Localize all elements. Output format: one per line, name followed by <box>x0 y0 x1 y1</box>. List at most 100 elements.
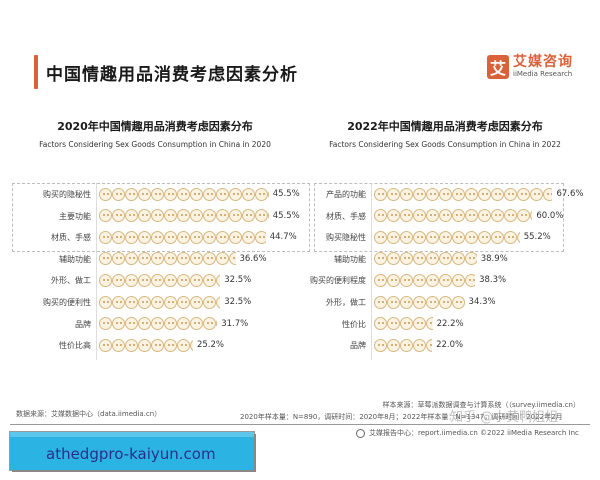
smiley-icon <box>190 187 203 201</box>
smiley-icon <box>190 209 203 223</box>
footer-divider <box>10 424 590 425</box>
smiley-icon <box>517 187 530 201</box>
value-label: 22.0% <box>436 340 464 351</box>
smiley-icon <box>387 209 400 223</box>
chart-2022: 2022年中国情趣用品消费考虑因素分布 Factors Considering … <box>300 118 590 149</box>
smiley-icon <box>387 230 400 244</box>
smiley-icon <box>452 230 465 244</box>
smiley-icon <box>216 187 229 201</box>
smiley-icon <box>151 273 164 287</box>
value-label: 34.3% <box>468 297 496 307</box>
smiley-icon <box>439 187 452 201</box>
smiley-icon <box>400 187 413 201</box>
smiley-icon <box>164 317 177 331</box>
row-label: 外形、做工 <box>51 276 91 286</box>
smiley-icon <box>439 230 452 244</box>
smiley-icon <box>530 187 543 201</box>
smiley-bar <box>99 295 221 309</box>
smiley-icon <box>439 209 452 223</box>
smiley-icon <box>229 187 242 201</box>
smiley-icon <box>112 209 125 223</box>
smiley-icon <box>374 230 387 244</box>
smiley-icon <box>413 230 426 244</box>
row-label: 购买隐秘性 <box>326 233 366 243</box>
smiley-icon <box>151 209 164 223</box>
smiley-icon <box>99 252 112 266</box>
smiley-icon <box>465 273 476 287</box>
smiley-icon <box>99 230 112 244</box>
smiley-icon <box>387 273 400 287</box>
row-label: 品牌 <box>350 341 366 351</box>
smiley-icon <box>216 252 229 266</box>
smiley-bar <box>374 252 477 266</box>
smiley-icon <box>242 230 255 244</box>
smiley-icon <box>151 252 164 266</box>
row-label: 辅助功能 <box>59 254 91 264</box>
smiley-icon <box>125 252 138 266</box>
smiley-icon <box>99 295 112 309</box>
smiley-icon <box>413 273 426 287</box>
chart-2022-title-en: Factors Considering Sex Goods Consumptio… <box>329 140 561 149</box>
smiley-icon <box>242 209 255 223</box>
smiley-icon <box>177 209 190 223</box>
row-label: 产品的功能 <box>326 190 366 199</box>
banner-link-text[interactable]: athedgpro-kaiyun.com <box>46 444 216 463</box>
smiley-icon <box>112 338 125 352</box>
smiley-icon <box>413 295 426 309</box>
ad-banner[interactable]: athedgpro-kaiyun.com <box>10 432 254 470</box>
smiley-icon <box>151 338 164 352</box>
smiley-icon <box>151 187 164 201</box>
smiley-icon <box>112 230 125 244</box>
value-label: 45.5% <box>272 210 300 221</box>
smiley-icon <box>255 230 266 244</box>
smiley-icon <box>426 338 433 352</box>
smiley-icon <box>138 295 151 309</box>
smiley-icon <box>125 230 138 244</box>
value-label: 44.7% <box>269 232 297 243</box>
smiley-icon <box>138 273 151 287</box>
smiley-icon <box>452 252 465 266</box>
smiley-icon <box>400 295 413 309</box>
smiley-icon <box>426 295 439 309</box>
smiley-icon <box>112 187 125 201</box>
smiley-icon <box>374 187 387 201</box>
smiley-bar <box>99 338 193 352</box>
smiley-bar <box>99 273 221 287</box>
smiley-icon <box>504 187 517 201</box>
iimedia-logo: 艾 艾媒咨询 iiMedia Research <box>487 55 573 79</box>
logo-cn-text: 艾媒咨询 <box>513 54 573 70</box>
smiley-bar <box>374 187 553 201</box>
smiley-icon <box>203 209 216 223</box>
value-label: 38.3% <box>479 275 507 286</box>
smiley-icon <box>164 338 177 352</box>
smiley-icon <box>229 230 242 244</box>
page-title: 中国情趣用品消费考虑因素分析 <box>46 65 298 85</box>
smiley-icon <box>203 295 216 309</box>
zhihu-watermark: 知乎 @小黄鸭姐姐 <box>450 410 559 425</box>
smiley-icon <box>413 338 426 352</box>
top3-highlight-box <box>314 183 564 252</box>
smiley-icon <box>164 252 177 266</box>
smiley-icon <box>112 317 125 331</box>
smiley-icon <box>517 230 520 244</box>
smiley-icon <box>374 252 387 266</box>
smiley-icon <box>452 295 465 309</box>
smiley-bar <box>374 295 465 309</box>
smiley-icon <box>374 295 387 309</box>
value-label: 55.2% <box>523 232 551 243</box>
smiley-icon <box>177 338 190 352</box>
smiley-icon <box>99 317 112 331</box>
smiley-icon <box>426 317 433 331</box>
smiley-icon <box>112 295 125 309</box>
value-label: 45.5% <box>272 189 300 199</box>
axis-line <box>371 183 372 360</box>
smiley-icon <box>190 230 203 244</box>
smiley-icon <box>151 295 164 309</box>
smiley-icon <box>125 209 138 223</box>
row-label: 外形，做工 <box>326 298 366 307</box>
smiley-icon <box>504 230 517 244</box>
smiley-icon <box>190 273 203 287</box>
smiley-icon <box>216 273 221 287</box>
smiley-bar <box>99 252 236 266</box>
